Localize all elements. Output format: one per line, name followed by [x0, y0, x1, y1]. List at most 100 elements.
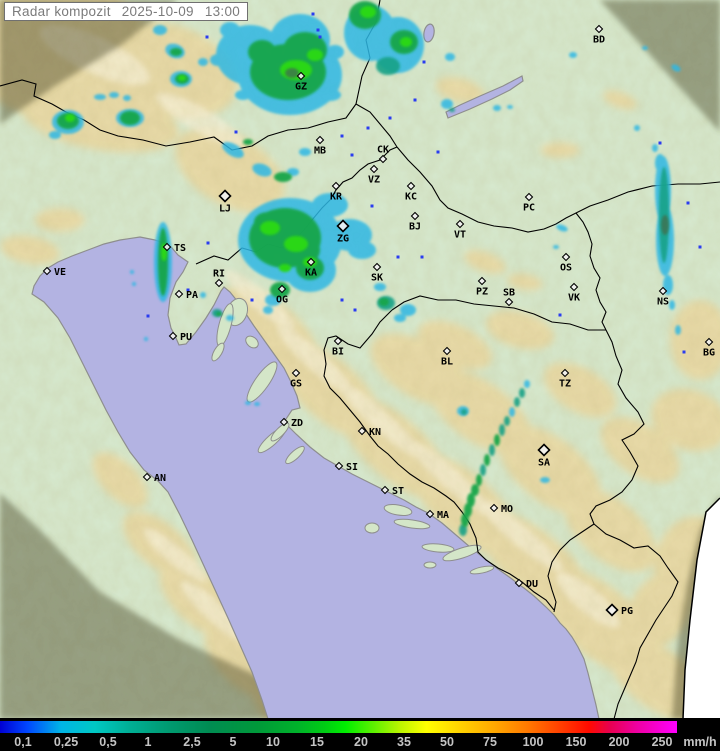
- legend: 0,1 0,25 0,5 1 2,5 5 10 15 20 35 50 75 100 150 200 250 m…: [0, 718, 720, 751]
- city-label: ZD: [291, 418, 303, 429]
- city-label: SA: [538, 458, 550, 469]
- city-BG: BG: [703, 337, 715, 359]
- city-diamond-icon: [162, 242, 172, 252]
- echo-speck: [206, 241, 210, 245]
- echo-speck: [413, 98, 417, 102]
- city-VZ: VZ: [368, 164, 380, 186]
- city-DU: DU: [514, 578, 538, 590]
- echo-blob: [226, 315, 234, 321]
- city-diamond-icon: [42, 266, 52, 276]
- echo-blob: [494, 434, 500, 446]
- city-diamond-icon: [425, 509, 435, 519]
- city-label: PG: [621, 606, 633, 617]
- echo-blob: [659, 167, 669, 263]
- radar-map: GZ MB CK VZ KR KC LJ BD VE TS RI PA PU ZG KA SK OG BJ VT PC…: [0, 0, 720, 718]
- legend-label: 1: [144, 735, 152, 749]
- legend-label: 5: [229, 735, 237, 749]
- legend-bar: [0, 721, 677, 733]
- city-markers: GZ MB CK VZ KR KC LJ BD VE TS RI PA PU ZG KA SK OG BJ VT PC…: [42, 24, 715, 617]
- echo-blob: [652, 144, 658, 152]
- legend-label: 75: [483, 735, 497, 749]
- echo-blob: [210, 54, 226, 66]
- city-SK: SK: [371, 262, 383, 284]
- echo-blob: [65, 114, 75, 122]
- city-diamond-icon: [168, 331, 178, 341]
- echo-blob: [540, 477, 550, 483]
- city-label: CK: [377, 145, 389, 156]
- city-label: BJ: [409, 222, 421, 233]
- echo-blob: [504, 416, 510, 426]
- city-KR: KR: [330, 181, 343, 203]
- city-label: PU: [180, 332, 192, 343]
- city-GZ: GZ: [295, 71, 307, 93]
- legend-label: 20: [354, 735, 368, 749]
- city-VE: VE: [42, 266, 66, 278]
- city-label: BG: [703, 348, 715, 359]
- echo-blob: [484, 454, 490, 466]
- legend-unit: mm/h: [683, 735, 717, 749]
- city-SB: SB: [503, 288, 515, 307]
- echo-speck: [558, 313, 562, 317]
- city-diamond-icon: [605, 603, 619, 617]
- echo-speck: [318, 35, 322, 39]
- echo-speck: [353, 308, 357, 312]
- city-diamond-icon: [334, 461, 344, 471]
- lake-neusiedl: [423, 23, 435, 43]
- city-diamond-icon: [378, 154, 388, 164]
- echo-blob: [243, 139, 253, 145]
- city-LJ: LJ: [218, 189, 232, 215]
- city-diamond-icon: [524, 192, 534, 202]
- city-label: DU: [526, 579, 538, 590]
- echo-blob: [493, 105, 501, 111]
- city-PA: PA: [174, 289, 198, 301]
- precipitation-echoes: [49, 1, 702, 536]
- echo-blob: [285, 68, 299, 78]
- echo-blob: [507, 105, 513, 109]
- city-diamond-icon: [658, 286, 668, 296]
- composite-edge-line: [682, 497, 720, 718]
- echo-blob: [178, 75, 186, 81]
- echo-blob: [144, 337, 148, 341]
- legend-label: 100: [522, 735, 544, 749]
- echo-blob: [170, 48, 182, 56]
- city-label: LJ: [219, 204, 231, 215]
- city-diamond-icon: [537, 443, 551, 457]
- city-diamond-icon: [704, 337, 714, 347]
- echo-blob: [123, 95, 131, 101]
- city-PZ: PZ: [476, 276, 488, 298]
- echo-speck: [186, 288, 190, 292]
- echo-blob: [524, 380, 530, 388]
- echo-blob: [556, 224, 568, 232]
- city-diamond-icon: [561, 252, 571, 262]
- title-bar: Radar kompozit 2025-10-09 13:00: [4, 2, 249, 21]
- city-label: TZ: [559, 379, 571, 390]
- city-label: MA: [437, 510, 449, 521]
- echo-blob: [263, 306, 273, 314]
- city-label: SK: [371, 273, 383, 284]
- echo-blob: [120, 111, 140, 125]
- echo-blob: [661, 215, 669, 235]
- city-MB: MB: [314, 135, 326, 157]
- echo-speck: [340, 298, 344, 302]
- echo-blob: [569, 52, 577, 58]
- echo-blob: [319, 89, 341, 101]
- city-KA: KA: [305, 257, 317, 279]
- echo-blob: [400, 304, 416, 316]
- echo-blob: [634, 125, 640, 131]
- city-CK: CK: [377, 145, 389, 164]
- legend-label: 2,5: [183, 735, 201, 749]
- lake-balaton: [445, 75, 524, 119]
- echo-speck: [370, 204, 374, 208]
- echo-blob: [655, 154, 665, 172]
- composite-edge-blank: [683, 498, 720, 718]
- echo-blob: [449, 108, 455, 112]
- city-diamond-icon: [296, 71, 306, 81]
- city-label: BL: [441, 357, 453, 368]
- city-label: OS: [560, 263, 572, 274]
- echo-speck: [340, 134, 344, 138]
- echo-blob: [374, 283, 386, 291]
- echo-speck: [366, 126, 370, 130]
- city-diamond-icon: [369, 164, 379, 174]
- city-label: AN: [154, 473, 166, 484]
